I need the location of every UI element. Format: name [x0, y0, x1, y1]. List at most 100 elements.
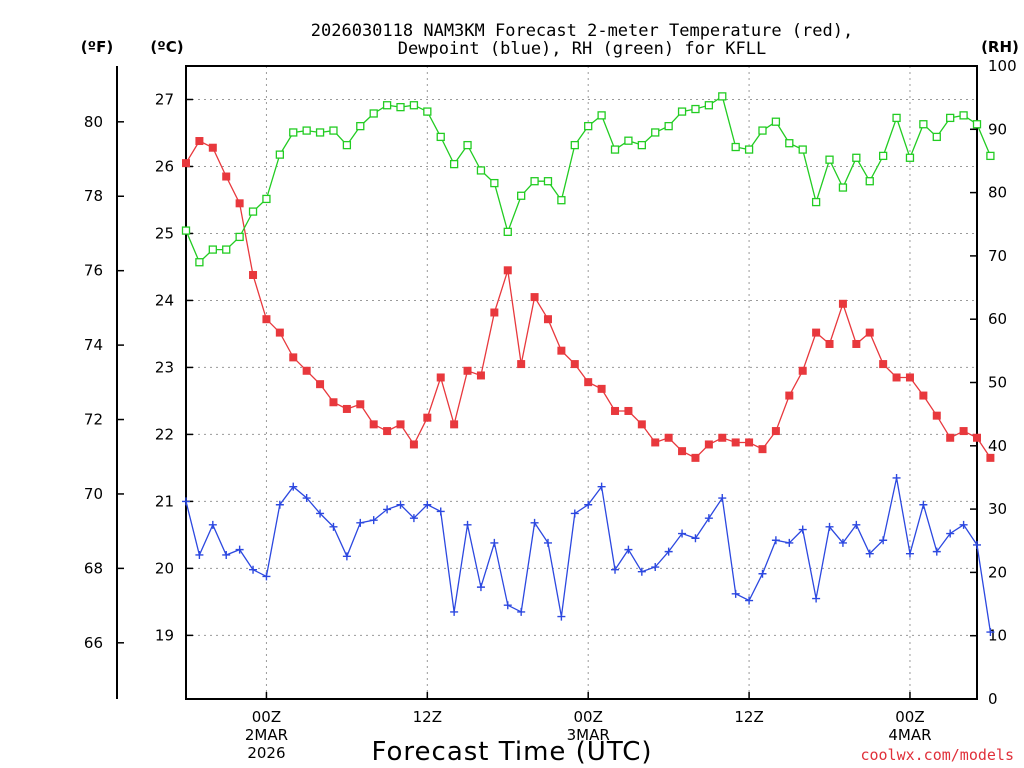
data-point [436, 373, 445, 382]
data-point [342, 404, 351, 413]
data-point [879, 536, 888, 545]
data-point [852, 153, 861, 162]
rh-tick-label: 90 [988, 120, 1007, 138]
data-point [905, 153, 915, 162]
fahrenheit-tick-label: 68 [84, 559, 103, 577]
data-point [503, 601, 512, 610]
data-point [664, 433, 673, 442]
data-point [275, 150, 284, 159]
rh-tick-label: 70 [988, 247, 1007, 265]
data-point [932, 411, 941, 420]
rh-unit-label: (RH) [981, 38, 1019, 56]
fahrenheit-tick-label: 76 [84, 262, 103, 280]
rh-tick-label: 60 [988, 310, 1007, 328]
data-point [932, 547, 941, 556]
chart-title-line-1: 2026030118 NAM3KM Forecast 2-meter Tempe… [311, 21, 853, 41]
data-point [476, 371, 485, 380]
data-point [704, 440, 713, 449]
data-point [785, 391, 794, 400]
x-tick-label: 00Z [252, 708, 281, 726]
data-point [543, 538, 552, 547]
data-point [758, 445, 767, 454]
data-point [691, 534, 700, 543]
data-point [865, 177, 874, 186]
data-point [825, 522, 834, 531]
data-point [249, 565, 258, 574]
data-point [972, 120, 982, 129]
celsius-tick-label: 21 [155, 492, 174, 510]
data-point [409, 101, 419, 110]
rh-tick-label: 0 [988, 690, 998, 708]
credit-text[interactable]: coolwx.com/models [860, 746, 1014, 764]
data-point [812, 328, 821, 337]
data-series [181, 92, 995, 637]
data-point [570, 360, 579, 369]
x-tick-label: 12Z [734, 708, 763, 726]
data-point [302, 494, 311, 503]
series-2-meter-temperature [182, 137, 995, 462]
data-point [771, 427, 780, 436]
data-point [718, 494, 727, 503]
data-point [771, 117, 781, 126]
data-point [651, 563, 660, 572]
celsius-tick-label: 24 [155, 291, 174, 309]
data-point [718, 433, 727, 442]
data-point [624, 406, 633, 415]
data-point [329, 522, 338, 531]
fahrenheit-tick-label: 72 [84, 411, 103, 429]
data-point [449, 159, 459, 169]
data-point [208, 245, 217, 254]
data-point [838, 183, 848, 192]
data-point [356, 518, 365, 527]
data-point [584, 121, 593, 131]
series-rh [181, 92, 995, 267]
data-point [235, 232, 244, 242]
celsius-tick-label: 19 [155, 626, 174, 644]
data-point [249, 270, 258, 279]
data-point [865, 549, 874, 558]
data-point [289, 482, 298, 491]
data-point [463, 140, 472, 150]
data-point [543, 315, 552, 324]
data-point [383, 427, 392, 436]
celsius-tick-label: 23 [155, 358, 174, 376]
data-point [664, 121, 673, 131]
data-point [222, 245, 231, 254]
data-point [195, 550, 204, 559]
data-point [651, 438, 660, 447]
data-point [557, 346, 566, 355]
data-point [718, 92, 727, 101]
data-point [450, 420, 459, 429]
data-point [570, 509, 579, 518]
data-point [838, 299, 847, 308]
data-point [182, 159, 190, 168]
data-point [517, 607, 526, 616]
data-point [530, 177, 539, 186]
data-point [356, 121, 365, 131]
data-point [825, 155, 834, 164]
data-point [503, 266, 512, 275]
data-point [235, 545, 244, 554]
celsius-tick-label: 27 [155, 90, 174, 108]
data-point [490, 538, 499, 547]
data-point [731, 438, 740, 447]
data-point [329, 398, 338, 407]
fahrenheit-tick-label: 66 [84, 634, 103, 652]
data-point [208, 143, 217, 152]
data-point [208, 520, 217, 529]
rh-tick-label: 10 [988, 627, 1007, 645]
data-point [396, 102, 405, 112]
data-point [530, 518, 539, 527]
data-point [798, 525, 807, 534]
data-point [342, 552, 351, 561]
x-tick-label: 12Z [413, 708, 442, 726]
data-point [838, 538, 847, 547]
data-point [610, 145, 620, 154]
data-point [745, 596, 754, 605]
data-point [382, 101, 392, 110]
data-point [315, 128, 325, 137]
data-point [785, 139, 794, 148]
data-point [423, 107, 432, 116]
data-point [879, 151, 888, 161]
